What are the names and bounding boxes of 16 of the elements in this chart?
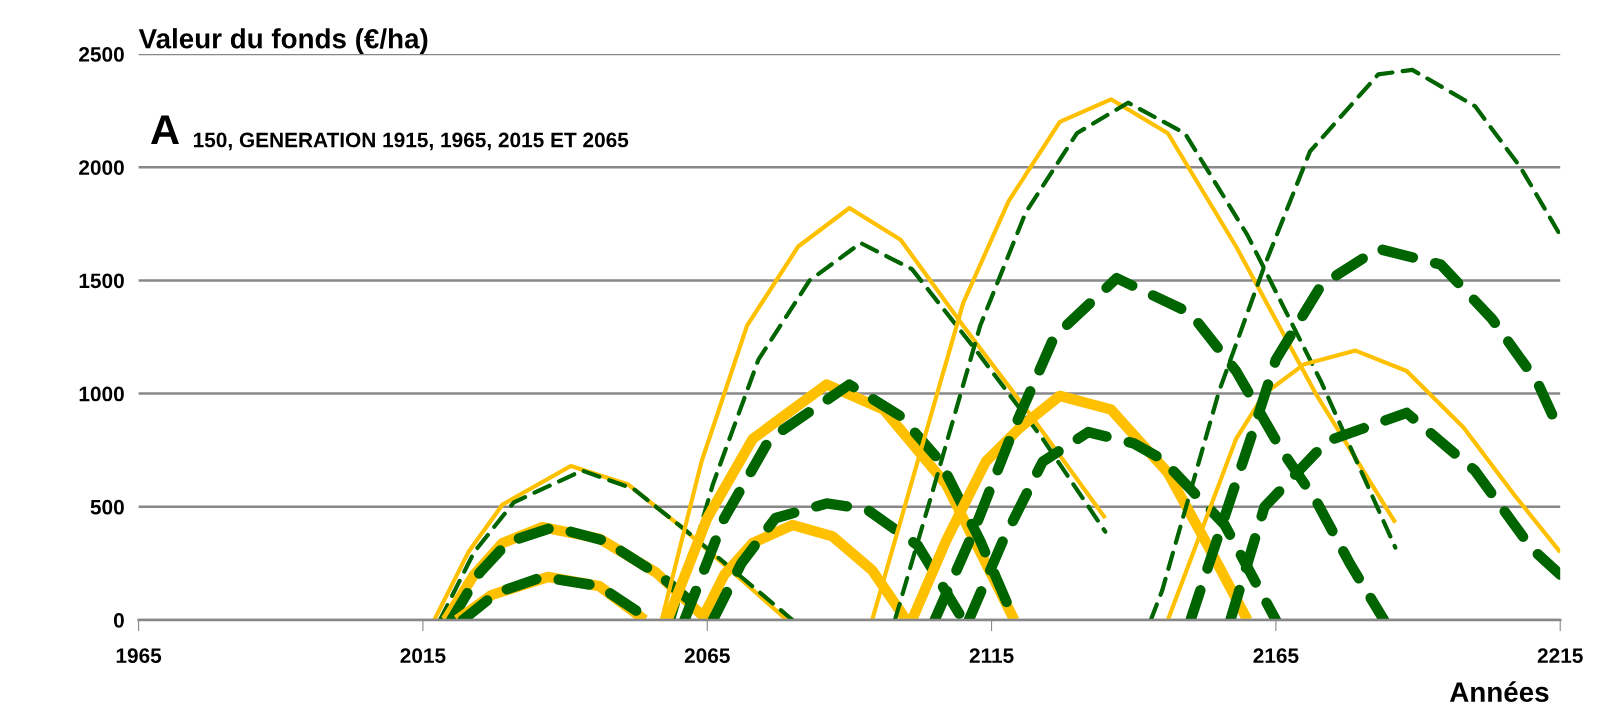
y-tick-label: 2000 — [79, 160, 124, 175]
x-tick-label: 2015 — [400, 648, 446, 664]
x-axis-title: Années — [1449, 681, 1549, 702]
text: 150, GENERATION 1915, 1965, 2015 ET 2065 — [193, 132, 629, 151]
x-tick-label: 2165 — [1253, 648, 1299, 664]
x-tick-label: 1965 — [116, 648, 162, 664]
y-tick-label: 1000 — [79, 386, 124, 402]
x-tick-label: 2065 — [684, 648, 730, 664]
y-tick-label: 1500 — [79, 273, 124, 289]
x-tick-label: 2215 — [1537, 648, 1583, 664]
y-tick-label: 0 — [113, 612, 124, 628]
text: A — [151, 115, 179, 145]
x-tick-label: 2115 — [969, 648, 1014, 664]
y-tick-label: 500 — [90, 499, 124, 515]
y-tick-label: 2500 — [79, 47, 124, 62]
y-axis-title: Valeur du fonds (€/ha) — [138, 28, 428, 55]
